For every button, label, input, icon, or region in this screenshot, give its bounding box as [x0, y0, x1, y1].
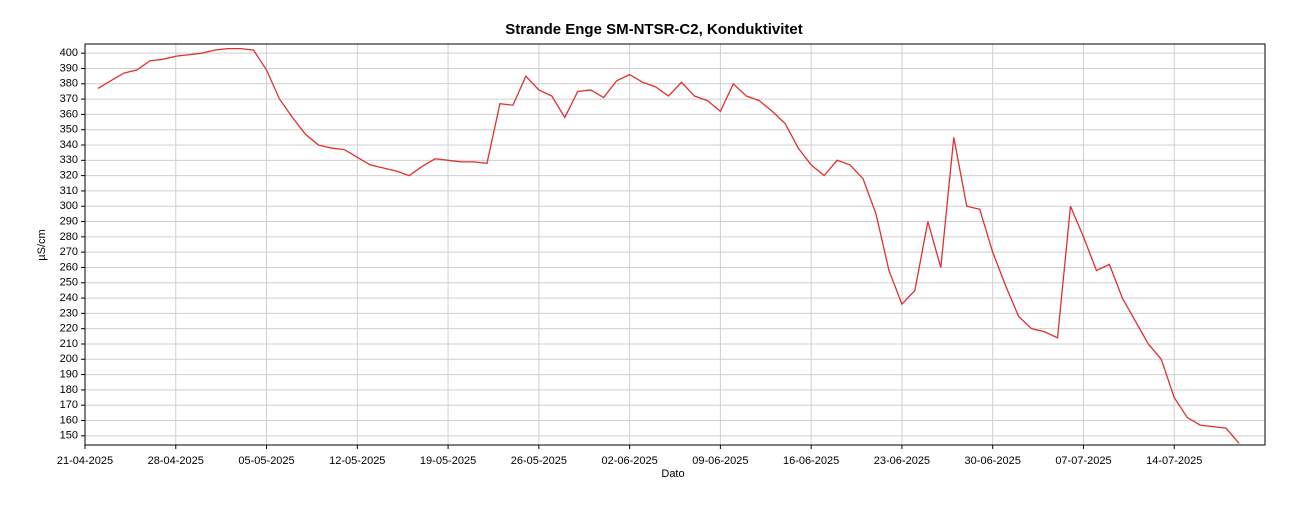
y-tick-label: 180	[60, 384, 78, 396]
x-tick-label: 21-04-2025	[57, 455, 113, 467]
x-tick-label: 09-06-2025	[692, 455, 748, 467]
y-axis-label: µS/cm	[36, 229, 48, 260]
chart-title: Strande Enge SM-NTSR-C2, Konduktivitet	[505, 21, 803, 38]
x-tick-label: 16-06-2025	[783, 455, 839, 467]
x-tick-label: 30-06-2025	[965, 455, 1021, 467]
x-axis-label: Dato	[661, 468, 684, 480]
y-tick-label: 170	[60, 399, 78, 411]
x-tick-label: 05-05-2025	[238, 455, 294, 467]
y-tick-label: 190	[60, 369, 78, 381]
y-tick-label: 320	[60, 170, 78, 182]
y-tick-label: 310	[60, 185, 78, 197]
y-tick-label: 230	[60, 307, 78, 319]
y-tick-label: 160	[60, 414, 78, 426]
x-tick-label: 23-06-2025	[874, 455, 930, 467]
x-tick-label: 07-07-2025	[1055, 455, 1111, 467]
data-line	[97, 47, 1240, 444]
y-tick-label: 240	[60, 292, 78, 304]
plot-border	[84, 43, 1266, 446]
y-tick-label: 370	[60, 93, 78, 105]
x-tick-label: 26-05-2025	[511, 455, 567, 467]
y-tick-label: 340	[60, 139, 78, 151]
x-tick-label: 12-05-2025	[329, 455, 385, 467]
x-tick-label: 02-06-2025	[601, 455, 657, 467]
y-tick-label: 330	[60, 154, 78, 166]
y-tick-label: 220	[60, 323, 78, 335]
y-tick-label: 210	[60, 338, 78, 350]
y-tick-label: 290	[60, 215, 78, 227]
y-tick-label: 200	[60, 353, 78, 365]
x-tick-label: 14-07-2025	[1146, 455, 1202, 467]
y-tick-label: 350	[60, 124, 78, 136]
y-tick-label: 250	[60, 277, 78, 289]
y-tick-label: 270	[60, 246, 78, 258]
y-tick-label: 300	[60, 200, 78, 212]
y-tick-label: 400	[60, 47, 78, 59]
x-tick-label: 19-05-2025	[420, 455, 476, 467]
y-tick-label: 150	[60, 430, 78, 442]
x-tick-label: 28-04-2025	[148, 455, 204, 467]
y-tick-label: 260	[60, 261, 78, 273]
y-tick-label: 390	[60, 62, 78, 74]
y-tick-label: 360	[60, 108, 78, 120]
y-tick-label: 280	[60, 231, 78, 243]
y-tick-label: 380	[60, 78, 78, 90]
